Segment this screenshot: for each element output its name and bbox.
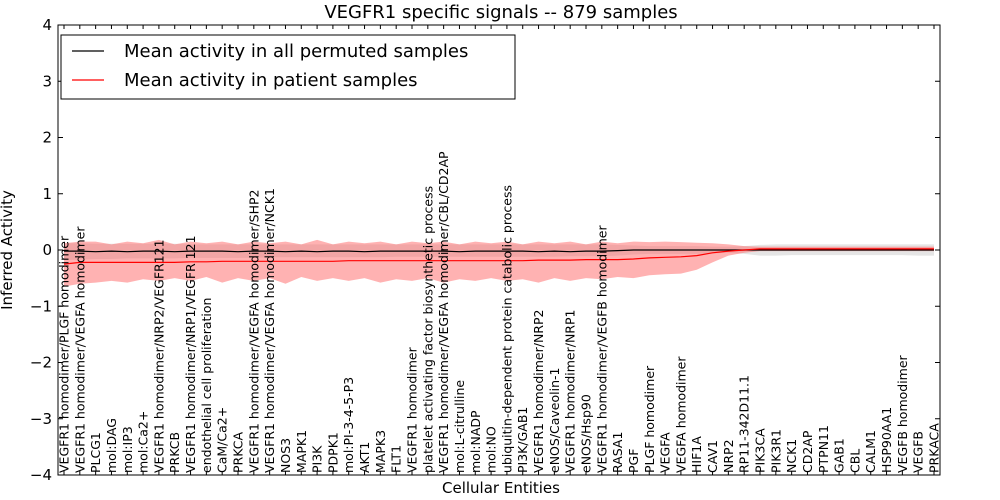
- x-tick-label: platelet activating factor biosynthetic …: [420, 186, 435, 473]
- x-tick-label: VEGFA: [658, 432, 673, 473]
- x-tick-label: CALM1: [863, 430, 878, 473]
- x-tick-label: VEGFR1 homodimer/PLGF homodimer: [57, 235, 72, 473]
- x-tick-label: FLT1: [389, 445, 404, 473]
- x-tick-label: eNOS/Hsp90: [579, 394, 594, 473]
- x-tick-label: eNOS/Caveolin-1: [547, 368, 562, 473]
- x-tick-label: PI3K: [310, 445, 325, 473]
- x-tick-label: VEGFR1 homodimer/VEGFA homodimer: [72, 226, 87, 473]
- x-tick-label: MAPK1: [294, 430, 309, 473]
- x-tick-label: endothelial cell proliferation: [199, 298, 214, 473]
- x-tick-label: HIF1A: [689, 436, 704, 473]
- x-tick-label: PDPK1: [325, 432, 340, 473]
- x-tick-label: CD2AP: [800, 430, 815, 473]
- x-tick-label: mol:NADP: [468, 410, 483, 473]
- x-tick-label: PI3K/GAB1: [515, 407, 530, 473]
- x-tick-label: VEGFB homodimer: [895, 354, 910, 473]
- chart-title: VEGFR1 specific signals -- 879 samples: [324, 2, 677, 23]
- x-tick-label: NRP2: [721, 439, 736, 473]
- y-tick-label: −4: [30, 466, 52, 484]
- x-tick-label: CAV1: [705, 440, 720, 473]
- x-tick-label: PLGF homodimer: [642, 365, 657, 473]
- x-tick-label: RP11-342D11.1: [737, 375, 752, 473]
- x-tick-label: CBL: [847, 449, 862, 473]
- x-tick-label: NCK1: [784, 439, 799, 473]
- y-tick-label: −2: [30, 354, 52, 372]
- x-tick-label: PLCG1: [88, 432, 103, 473]
- y-tick-label: 3: [42, 72, 52, 90]
- x-tick-label: ubiquitin-dependent protein catabolic pr…: [499, 185, 514, 473]
- x-tick-label: PRKCA: [231, 432, 246, 473]
- x-tick-label: VEGFR1 homodimer/NRP1: [563, 310, 578, 473]
- x-axis-label: Cellular Entities: [442, 479, 560, 497]
- legend-label-patient: Mean activity in patient samples: [124, 70, 418, 91]
- x-tick-label: PIK3R1: [768, 429, 783, 473]
- x-tick-label: VEGFR1 homodimer/VEGFA homodimer/NCK1: [262, 188, 277, 473]
- x-tick-label: AKT1: [357, 442, 372, 473]
- y-tick-label: −1: [30, 297, 52, 315]
- x-tick-label: PTPN11: [816, 425, 831, 473]
- x-tick-label: VEGFB: [911, 431, 926, 473]
- x-tick-label: NOS3: [278, 438, 293, 473]
- x-tick-label: VEGFR1 homodimer: [405, 346, 420, 473]
- patient-mean-line: [63, 248, 934, 265]
- y-tick-label: 4: [42, 16, 52, 34]
- x-axis: VEGFR1 homodimer/PLGF homodimer VEGFR1 ho…: [57, 25, 942, 475]
- x-tick-label: VEGFR1 homodimer/NRP2/VEGFR121: [151, 239, 166, 473]
- x-tick-label: RASA1: [610, 432, 625, 473]
- x-tick-label: HSP90AA1: [879, 407, 894, 473]
- x-tick-label: PRKACA: [927, 423, 942, 473]
- plot-area: [63, 239, 934, 287]
- legend-label-permuted: Mean activity in all permuted samples: [124, 41, 468, 62]
- x-tick-label: mol:DAG: [104, 418, 119, 473]
- x-tick-label: VEGFR1 homodimer/NRP1/VEGFR 121: [183, 235, 198, 473]
- legend-box: [60, 34, 516, 100]
- y-axis: 4 3 2 1 0 −1 −2 −3 −4: [30, 16, 940, 484]
- x-tick-label: PRKCB: [167, 432, 182, 473]
- x-tick-label: VEGFR1 homodimer/NRP2: [531, 310, 546, 473]
- legend: Mean activity in all permuted samples Me…: [60, 34, 516, 100]
- x-tick-label: mol:Ca2+: [136, 411, 151, 473]
- x-tick-label: CaM/Ca2+: [215, 407, 230, 473]
- x-tick-label: VEGFA homodimer: [673, 356, 688, 473]
- y-axis-label: Inferred Activity: [0, 190, 16, 310]
- x-tick-label: MAPK3: [373, 430, 388, 473]
- x-tick-label: GAB1: [832, 438, 847, 473]
- x-tick-label: mol:NO: [484, 426, 499, 473]
- x-tick-label: mol:IP3: [120, 426, 135, 473]
- y-tick-label: −3: [30, 410, 52, 428]
- y-tick-label: 0: [42, 241, 52, 259]
- permuted-mean-line: [64, 249, 934, 253]
- x-tick-label: PGF: [626, 449, 641, 473]
- x-tick-label: VEGFR1 homodimer/VEGFA homodimer/CBL/CD2…: [436, 151, 451, 473]
- y-tick-label: 2: [42, 129, 52, 147]
- x-tick-label: mol:PI-3-4-5-P3: [341, 377, 356, 473]
- x-tick-label: VEGFR1 homodimer/VEGFB homodimer: [594, 225, 609, 473]
- x-tick-label: mol:L-citrulline: [452, 380, 467, 473]
- x-tick-label: VEGFR1 homodimer/VEGFA homodimer/SHP2: [246, 189, 261, 473]
- y-tick-label: 1: [42, 185, 52, 203]
- x-tick-label: PIK3CA: [753, 428, 768, 473]
